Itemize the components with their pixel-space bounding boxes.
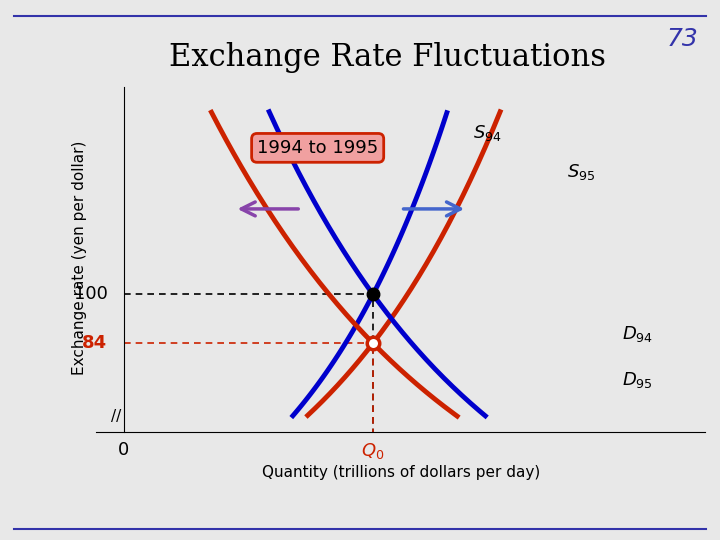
Text: 1994 to 1995: 1994 to 1995 bbox=[257, 139, 378, 157]
Text: 84: 84 bbox=[82, 334, 107, 352]
Text: $Q_0$: $Q_0$ bbox=[361, 441, 384, 461]
Text: $S_{95}$: $S_{95}$ bbox=[567, 163, 595, 183]
Text: Exchange Rate Fluctuations: Exchange Rate Fluctuations bbox=[169, 42, 606, 73]
Text: 100: 100 bbox=[73, 285, 107, 303]
Text: Exchange rate (yen per dollar): Exchange rate (yen per dollar) bbox=[72, 140, 87, 375]
Text: Quantity (trillions of dollars per day): Quantity (trillions of dollars per day) bbox=[261, 465, 540, 480]
Text: $D_{95}$: $D_{95}$ bbox=[622, 370, 653, 390]
Text: 73: 73 bbox=[667, 27, 698, 51]
Text: $S_{94}$: $S_{94}$ bbox=[472, 123, 501, 143]
Text: $D_{94}$: $D_{94}$ bbox=[622, 324, 653, 344]
Text: 0: 0 bbox=[118, 441, 130, 459]
Text: //: // bbox=[111, 409, 121, 424]
